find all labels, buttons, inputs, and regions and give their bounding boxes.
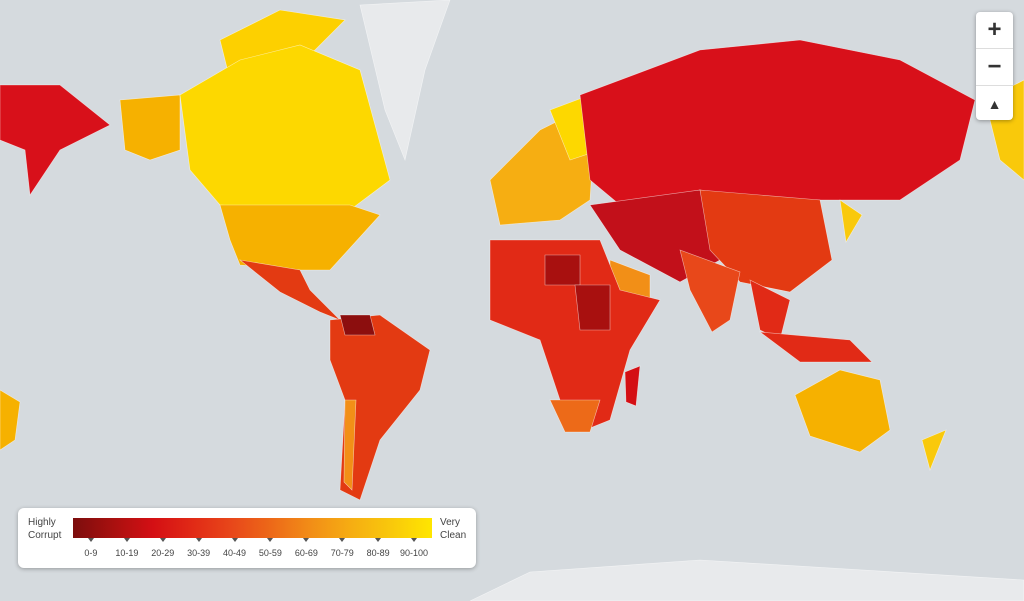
- legend-tick: [303, 538, 310, 542]
- australia-left: [0, 389, 21, 451]
- legend-bin-label: 40-49: [223, 548, 247, 558]
- zoom-in-button[interactable]: +: [976, 12, 1013, 49]
- legend-bin-label: 70-79: [330, 548, 354, 558]
- legend-tick: [339, 538, 346, 542]
- legend-tick: [87, 538, 94, 542]
- russia: [579, 39, 976, 206]
- usa: [219, 204, 381, 271]
- legend-tick: [231, 538, 238, 542]
- legend-bin-label: 20-29: [151, 548, 175, 558]
- legend-bin-label: 90-100: [400, 548, 429, 558]
- legend-tick: [411, 538, 418, 542]
- chile: [343, 399, 357, 491]
- africa: [489, 239, 661, 433]
- legend-tick: [159, 538, 166, 542]
- legend-tick: [195, 538, 202, 542]
- legend-bin-label: 80-89: [366, 548, 390, 558]
- southern-africa: [549, 399, 601, 433]
- australia: [794, 369, 891, 453]
- new-zealand: [921, 429, 947, 471]
- indonesia: [758, 331, 873, 363]
- legend-bin-label: 60-69: [294, 548, 318, 558]
- legend: Highly Corrupt Very Clean 0-9 10-19 20-29 3…: [18, 508, 476, 568]
- legend-tick: [123, 538, 130, 542]
- alaska: [119, 94, 181, 161]
- india: [679, 249, 741, 333]
- greenland: [359, 0, 451, 162]
- madagascar: [624, 365, 641, 407]
- japan: [839, 199, 863, 243]
- canada: [179, 44, 391, 211]
- legend-bin-label: 0-9: [84, 548, 98, 558]
- legend-gradient: [73, 518, 432, 538]
- antarctica: [469, 559, 1024, 601]
- reset-north-button[interactable]: ▲: [987, 96, 1002, 112]
- legend-bin-label: 50-59: [258, 548, 282, 558]
- legend-bin-label: 10-19: [115, 548, 139, 558]
- zoom-control: + − ▲: [976, 12, 1013, 120]
- legend-tick: [375, 538, 382, 542]
- south-america: [329, 314, 431, 501]
- zoom-out-button[interactable]: −: [976, 49, 1013, 86]
- legend-tick: [267, 538, 274, 542]
- libya: [544, 254, 581, 286]
- legend-low-label: Highly Corrupt: [28, 517, 62, 541]
- sudan: [574, 284, 611, 331]
- legend-high-label: Very Clean: [440, 517, 467, 541]
- china: [699, 189, 833, 293]
- venezuela: [339, 314, 376, 336]
- east-russia-left: [0, 84, 111, 196]
- legend-bin-label: 30-39: [187, 548, 211, 558]
